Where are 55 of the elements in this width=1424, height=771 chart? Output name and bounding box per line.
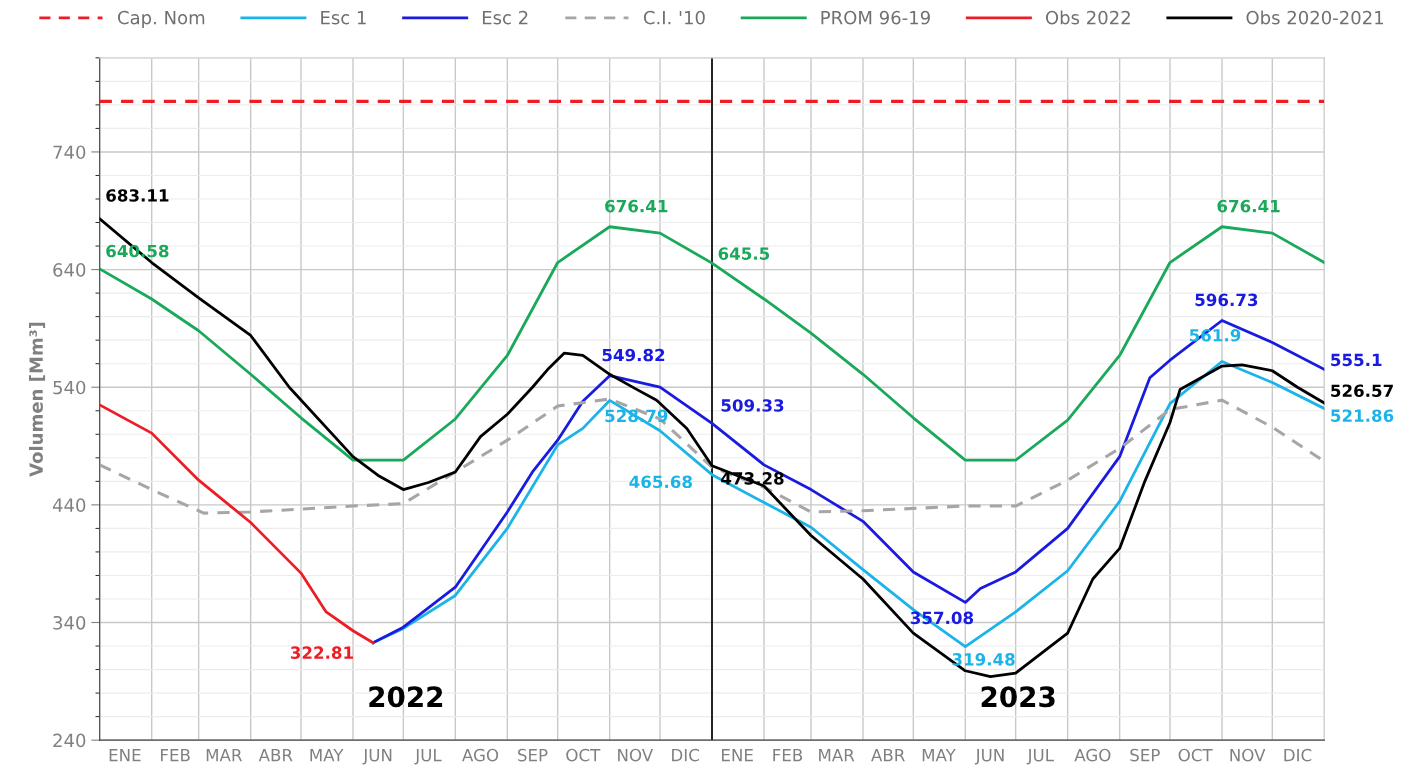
x-tick-label: OCT — [1178, 748, 1213, 762]
legend-label: Obs 2022 — [1045, 10, 1130, 25]
x-tick-label: MAR — [206, 749, 243, 762]
annotation: 319.48 — [952, 653, 1015, 666]
annotation: 645.5 — [718, 247, 770, 260]
annotation: 2022 — [369, 686, 443, 708]
x-tick-label: AGO — [1074, 748, 1111, 762]
y-tick-label: 740 — [53, 145, 86, 160]
y-tick-label: 440 — [52, 498, 86, 512]
annotation: 465.68 — [629, 475, 692, 489]
x-tick-label: ABR — [258, 749, 293, 762]
x-tick-label: JUL — [1026, 749, 1054, 765]
x-tick-label: JUN — [974, 749, 1004, 765]
y-axis-title: Volumen [Mm³] — [28, 322, 46, 477]
x-tick-label: JUL — [414, 749, 442, 765]
y-tick-label: 540 — [53, 380, 86, 395]
x-tick-label: NOV — [618, 748, 654, 762]
x-tick-label: ENE — [109, 749, 141, 762]
x-tick-label: SEP — [1130, 748, 1160, 762]
annotation: 596.73 — [1195, 293, 1258, 307]
legend-label: C.I. '10 — [643, 10, 705, 25]
annotation: 322.81 — [290, 646, 353, 659]
annotation: 521.86 — [1331, 409, 1394, 423]
x-tick-label: FEB — [161, 749, 190, 762]
x-tick-label: ENE — [722, 749, 753, 762]
x-tick-label: MAY — [310, 749, 344, 762]
y-tick-label: 640 — [53, 263, 86, 277]
x-tick-label: NOV — [1230, 748, 1266, 762]
annotation: 2023 — [981, 686, 1055, 708]
annotation: 676.41 — [1217, 199, 1280, 213]
x-tick-label: DIC — [1284, 748, 1312, 762]
legend-label: Cap. Nom — [117, 10, 205, 28]
legend-label: PROM 96-19 — [821, 10, 930, 25]
y-tick-label: 340 — [53, 615, 86, 630]
y-tick-label: 240 — [53, 733, 86, 748]
x-tick-label: OCT — [566, 748, 601, 762]
x-tick-label: AGO — [462, 748, 499, 762]
annotation: 526.57 — [1331, 384, 1393, 398]
annotation: 683.11 — [106, 189, 169, 202]
annotation: 676.41 — [605, 199, 668, 213]
line-series — [99, 403, 375, 645]
x-tick-label: MAR — [819, 749, 855, 762]
annotation: 549.82 — [602, 348, 665, 362]
x-tick-label: MAY — [922, 749, 956, 762]
legend-label: Esc 1 — [321, 11, 366, 25]
x-tick-label: DIC — [672, 748, 699, 762]
x-tick-label: ABR — [871, 749, 905, 762]
x-tick-label: FEB — [773, 749, 803, 762]
x-tick-label: JUN — [362, 749, 392, 765]
annotation: 509.33 — [721, 399, 784, 412]
annotation: 555.1 — [1331, 353, 1382, 367]
legend-label: Obs 2020-2021 — [1246, 10, 1384, 25]
legend-label: Esc 2 — [482, 10, 528, 25]
line-series — [99, 225, 1325, 462]
x-tick-label: SEP — [518, 748, 548, 762]
